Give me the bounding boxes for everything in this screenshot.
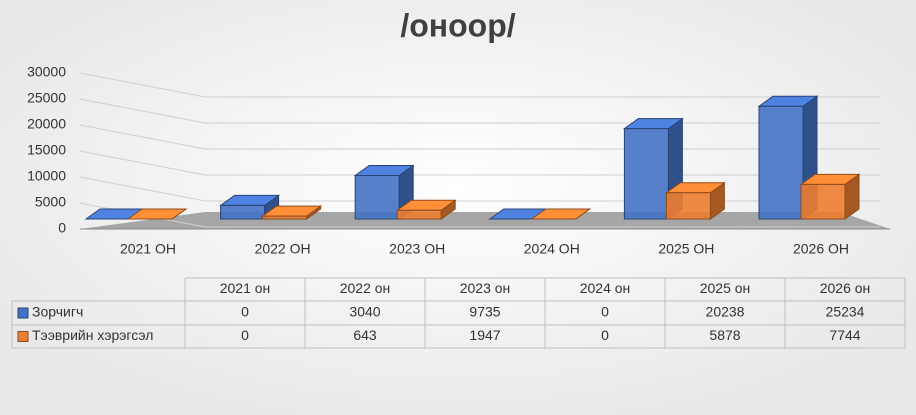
legend-swatch bbox=[17, 307, 29, 319]
y-tick-label: 10000 bbox=[27, 168, 66, 184]
bar-top bbox=[126, 208, 188, 220]
bar-front bbox=[623, 128, 669, 220]
table-cell: 0 bbox=[241, 304, 249, 320]
y-tick-label: 25000 bbox=[27, 90, 66, 106]
table-cell: 3040 bbox=[349, 304, 380, 320]
table-header: 2024 он bbox=[580, 280, 631, 296]
table-cell: 0 bbox=[601, 304, 609, 320]
bar-front bbox=[354, 175, 400, 220]
bar bbox=[664, 181, 726, 220]
grid-line bbox=[79, 72, 880, 98]
table-cell: 20238 bbox=[706, 304, 745, 320]
y-tick-label: 30000 bbox=[27, 64, 66, 80]
legend-label: Тээврийн хэрэгсэл bbox=[32, 327, 153, 343]
bar bbox=[261, 205, 323, 220]
x-tick-label: 2021 ОН bbox=[120, 241, 176, 257]
y-tick-label: 0 bbox=[58, 220, 66, 236]
legend-label: Зорчигч bbox=[32, 304, 83, 320]
bar bbox=[126, 208, 188, 220]
bar-front bbox=[758, 105, 804, 220]
table-header: 2023 он bbox=[460, 280, 511, 296]
chart-title: /оноор/ bbox=[400, 7, 515, 43]
bar bbox=[530, 208, 592, 220]
y-tick-label: 15000 bbox=[27, 142, 66, 158]
bar bbox=[395, 199, 457, 220]
table-header: 2021 он bbox=[220, 280, 271, 296]
table-cell: 643 bbox=[353, 327, 377, 343]
bar-front bbox=[665, 192, 711, 220]
table-header: 2022 он bbox=[340, 280, 391, 296]
table-header: 2025 он bbox=[700, 280, 751, 296]
x-tick-label: 2023 ОН bbox=[389, 241, 445, 257]
x-tick-label: 2025 ОН bbox=[658, 241, 714, 257]
table-header: 2026 он bbox=[820, 280, 871, 296]
x-tick-label: 2026 ОН bbox=[793, 241, 849, 257]
bar bbox=[799, 173, 861, 220]
table-cell: 0 bbox=[241, 327, 249, 343]
table-cell: 7744 bbox=[829, 327, 860, 343]
y-tick-label: 20000 bbox=[27, 116, 66, 132]
legend-swatch bbox=[17, 331, 29, 342]
bar-front bbox=[396, 209, 442, 220]
bar-front bbox=[220, 204, 266, 220]
table-cell: 1947 bbox=[469, 327, 500, 343]
bar-top bbox=[530, 208, 592, 220]
y-tick-label: 5000 bbox=[35, 194, 66, 210]
table-cell: 9735 bbox=[469, 304, 500, 320]
bar-front bbox=[800, 183, 846, 220]
table-cell: 0 bbox=[601, 327, 609, 343]
bar-front bbox=[262, 215, 308, 220]
table-cell: 25234 bbox=[826, 304, 865, 320]
x-tick-label: 2024 ОН bbox=[524, 241, 580, 257]
table-cell: 5878 bbox=[709, 327, 740, 343]
x-tick-label: 2022 ОН bbox=[255, 241, 311, 257]
